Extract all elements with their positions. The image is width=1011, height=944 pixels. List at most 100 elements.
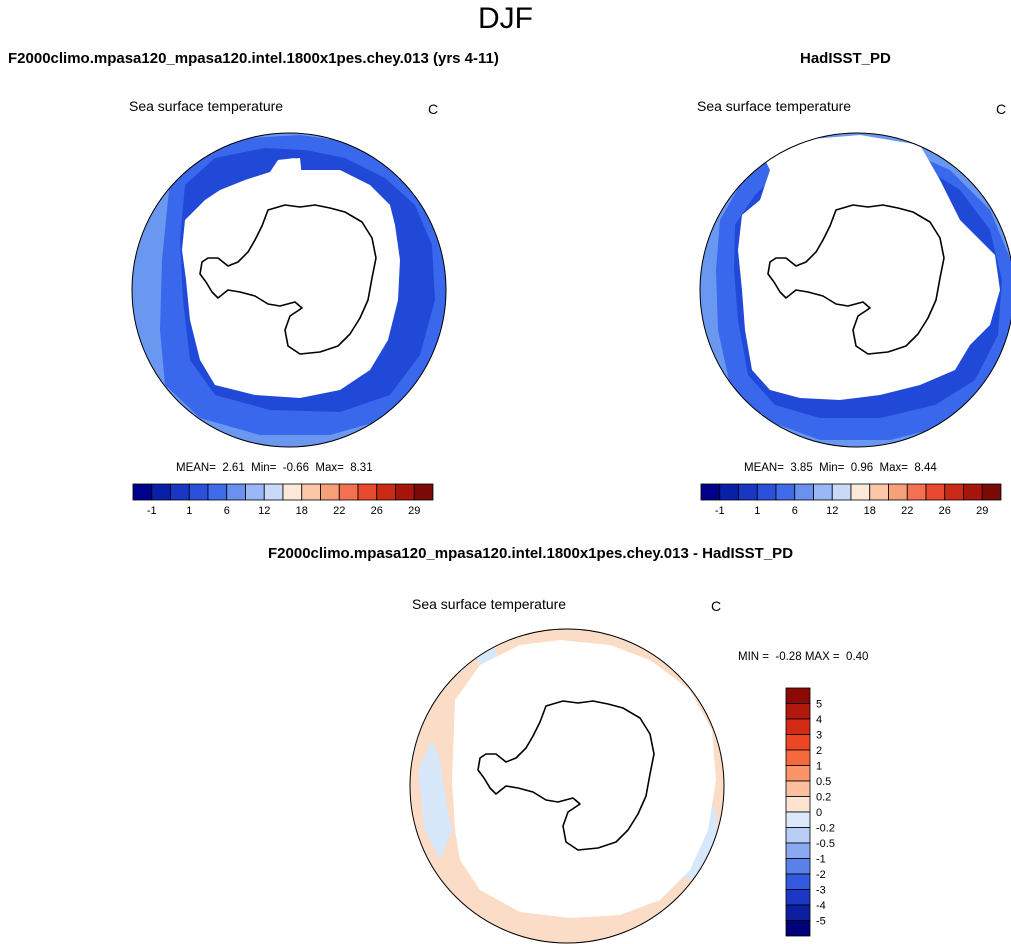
panel3-map-border bbox=[409, 628, 725, 944]
panel1-mean: 2.61 bbox=[222, 462, 245, 474]
panel1-colorbar-tick: -1 bbox=[147, 505, 157, 517]
panel1-sea-ice bbox=[182, 158, 400, 398]
panel2-colorbar-box bbox=[719, 483, 739, 501]
panel3-stats: MIN = -0.28 MAX = 0.40 bbox=[738, 651, 869, 663]
panel1-colorbar-box bbox=[320, 483, 340, 501]
panel3-colorbar-tick: -4 bbox=[816, 900, 826, 912]
panel2-colorbar-box bbox=[700, 483, 721, 501]
panel3-colorbar-box bbox=[785, 811, 811, 828]
panel2-variable: Sea surface temperature bbox=[697, 98, 852, 114]
panel1-title: F2000climo.mpasa120_mpasa120.intel.1800x… bbox=[8, 50, 499, 67]
panel1-colorbar-box bbox=[338, 483, 359, 501]
panel1-coastline bbox=[199, 204, 377, 355]
panel3-colorbar-box bbox=[785, 873, 811, 890]
panel2-title: HadISST_PD bbox=[800, 50, 891, 67]
panel1-map-border bbox=[131, 132, 447, 448]
panel3-colorbar-box bbox=[785, 889, 811, 906]
panel1-colorbar-box bbox=[226, 483, 246, 501]
panel2-colorbar-box bbox=[906, 483, 927, 501]
panel2-colorbar-tick: -1 bbox=[715, 505, 725, 517]
panel3-colorbar: 5 4 3 2 1 0.5 0.2 0 -0.2 -0.5 -1 -2 -3 -4 -5 bbox=[785, 687, 835, 937]
panel1-colorbar-box bbox=[301, 483, 321, 501]
panel1-colorbar-tick: 22 bbox=[333, 505, 345, 517]
panel2-colorbar-tick: 26 bbox=[939, 505, 951, 517]
panel3-colorbar-box bbox=[785, 703, 811, 720]
panel2-max: 8.44 bbox=[914, 462, 937, 474]
panel3-colorbar-box bbox=[785, 749, 811, 766]
panel2-colorbar-box bbox=[944, 483, 964, 501]
panel3-variable: Sea surface temperature bbox=[412, 596, 567, 612]
panel3-colorbar-box bbox=[785, 687, 811, 704]
panel3-colorbar-tick: -0.5 bbox=[816, 838, 835, 850]
panel2-map bbox=[700, 133, 1011, 447]
panel3-colorbar-box bbox=[785, 842, 811, 859]
panel3-colorbar-tick: 4 bbox=[816, 714, 822, 726]
panel1-colorbar-tick: 12 bbox=[258, 505, 270, 517]
panel2-min: 0.96 bbox=[850, 462, 874, 474]
panel1-colorbar-box bbox=[413, 483, 434, 501]
panel1-colorbar-box bbox=[188, 483, 209, 501]
panel2-colorbar-box bbox=[850, 483, 871, 501]
panel1-colorbar-box bbox=[170, 483, 190, 501]
panel3-colorbar-box bbox=[785, 718, 811, 735]
panel3-colorbar-box bbox=[785, 796, 811, 813]
panel2-colorbar-box bbox=[888, 483, 908, 501]
panel1-colorbar-tick: 26 bbox=[371, 505, 383, 517]
panel3-coastline bbox=[477, 700, 655, 851]
panel1-colorbar-tick: 18 bbox=[296, 505, 308, 517]
panel3-colorbar-tick: -2 bbox=[816, 869, 826, 881]
panel3-colorbar-box bbox=[785, 920, 811, 937]
panel2-map-border bbox=[699, 132, 1011, 448]
panel1-ice-tongue bbox=[280, 158, 302, 186]
panel1-map bbox=[132, 133, 446, 447]
panel2-colorbar-tick: 6 bbox=[792, 505, 798, 517]
panel3-colorbar-tick: -1 bbox=[816, 854, 826, 866]
panel1-units: C bbox=[428, 101, 439, 117]
panel1-colorbar-box bbox=[376, 483, 396, 501]
panel1-min: -0.66 bbox=[282, 462, 309, 474]
panel1-colorbar-box bbox=[282, 483, 303, 501]
panel1-colorbar-tick: 1 bbox=[186, 505, 192, 517]
panel1-colorbar-box bbox=[245, 483, 265, 501]
panel3-max: 0.40 bbox=[846, 651, 869, 663]
panel3-min: -0.28 bbox=[775, 651, 802, 663]
panel1-colorbar-box bbox=[395, 483, 415, 501]
panel2-coastline bbox=[767, 204, 945, 355]
panel3-colorbar-tick: 0.2 bbox=[816, 792, 831, 804]
panel2-colorbar-tick: 22 bbox=[901, 505, 913, 517]
panel1-colorbar-box bbox=[357, 483, 378, 501]
panel3-colorbar-box bbox=[785, 765, 811, 782]
panel3-sea-ice bbox=[452, 640, 716, 918]
panel3-title: F2000climo.mpasa120_mpasa120.intel.1800x… bbox=[268, 545, 794, 562]
figure-title: DJF bbox=[478, 2, 533, 35]
panel2-mean: 3.85 bbox=[790, 462, 813, 474]
panel2-colorbar-box bbox=[794, 483, 814, 501]
panel3-colorbar-tick: -5 bbox=[816, 916, 826, 928]
panel2-colorbar-tick: 1 bbox=[754, 505, 760, 517]
panel3-colorbar-tick: 0.5 bbox=[816, 776, 831, 788]
panel2-sea-ice bbox=[738, 135, 1000, 400]
panel3-colorbar-box bbox=[785, 734, 811, 751]
panel1-colorbar-box bbox=[151, 483, 171, 501]
panel3-units: C bbox=[711, 598, 722, 614]
panel1-variable: Sea surface temperature bbox=[129, 98, 284, 114]
panel3-colorbar-box bbox=[785, 780, 811, 797]
panel3-colorbar-tick: 0 bbox=[816, 807, 822, 819]
panel3-colorbar-tick: 1 bbox=[816, 761, 822, 773]
panel2-colorbar-box bbox=[981, 483, 1002, 501]
panel2-colorbar-box bbox=[925, 483, 946, 501]
panel3-neg-patch-west bbox=[418, 740, 452, 860]
panel2-colorbar-box bbox=[869, 483, 889, 501]
panel2-colorbar-box bbox=[775, 483, 796, 501]
panel1-colorbar-box bbox=[207, 483, 228, 501]
panel3-colorbar-tick: 3 bbox=[816, 730, 822, 742]
panel2-colorbar: -1 1 6 12 18 22 26 29 bbox=[700, 483, 1002, 517]
panel3-colorbar-box bbox=[785, 904, 811, 921]
panel1-colorbar-tick: 6 bbox=[224, 505, 230, 517]
panel1-colorbar-box bbox=[263, 483, 284, 501]
panel2-units: C bbox=[996, 101, 1007, 117]
panel3-colorbar-box bbox=[785, 858, 811, 875]
panel3-colorbar-tick: 2 bbox=[816, 745, 822, 757]
panel3-colorbar-tick: -0.2 bbox=[816, 823, 835, 835]
